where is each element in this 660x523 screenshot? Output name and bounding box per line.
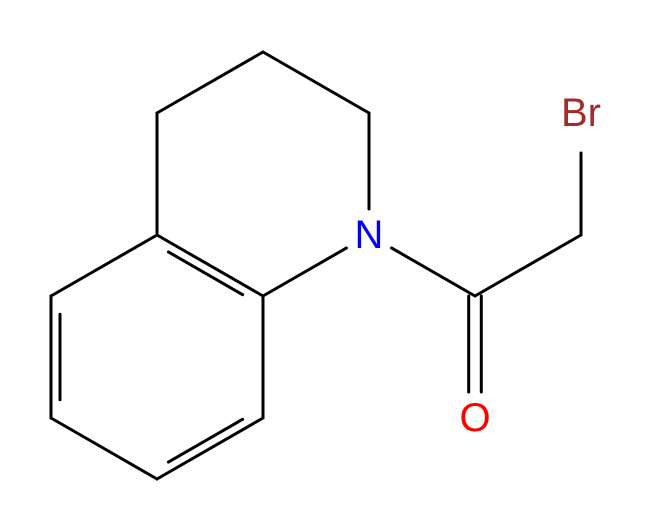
bond [263,248,346,296]
bond [157,418,263,479]
atom-label-o: O [459,396,490,440]
atom-label-n: N [355,213,384,257]
bond [168,419,242,462]
bond [157,52,263,113]
bond [51,418,157,479]
bond [263,52,369,113]
bond [475,235,581,296]
bond [157,235,263,296]
bond [168,252,242,295]
molecule-diagram: N O Br [0,0,660,523]
bond [392,248,475,296]
bond [51,235,157,296]
atom-label-br: Br [561,91,601,135]
